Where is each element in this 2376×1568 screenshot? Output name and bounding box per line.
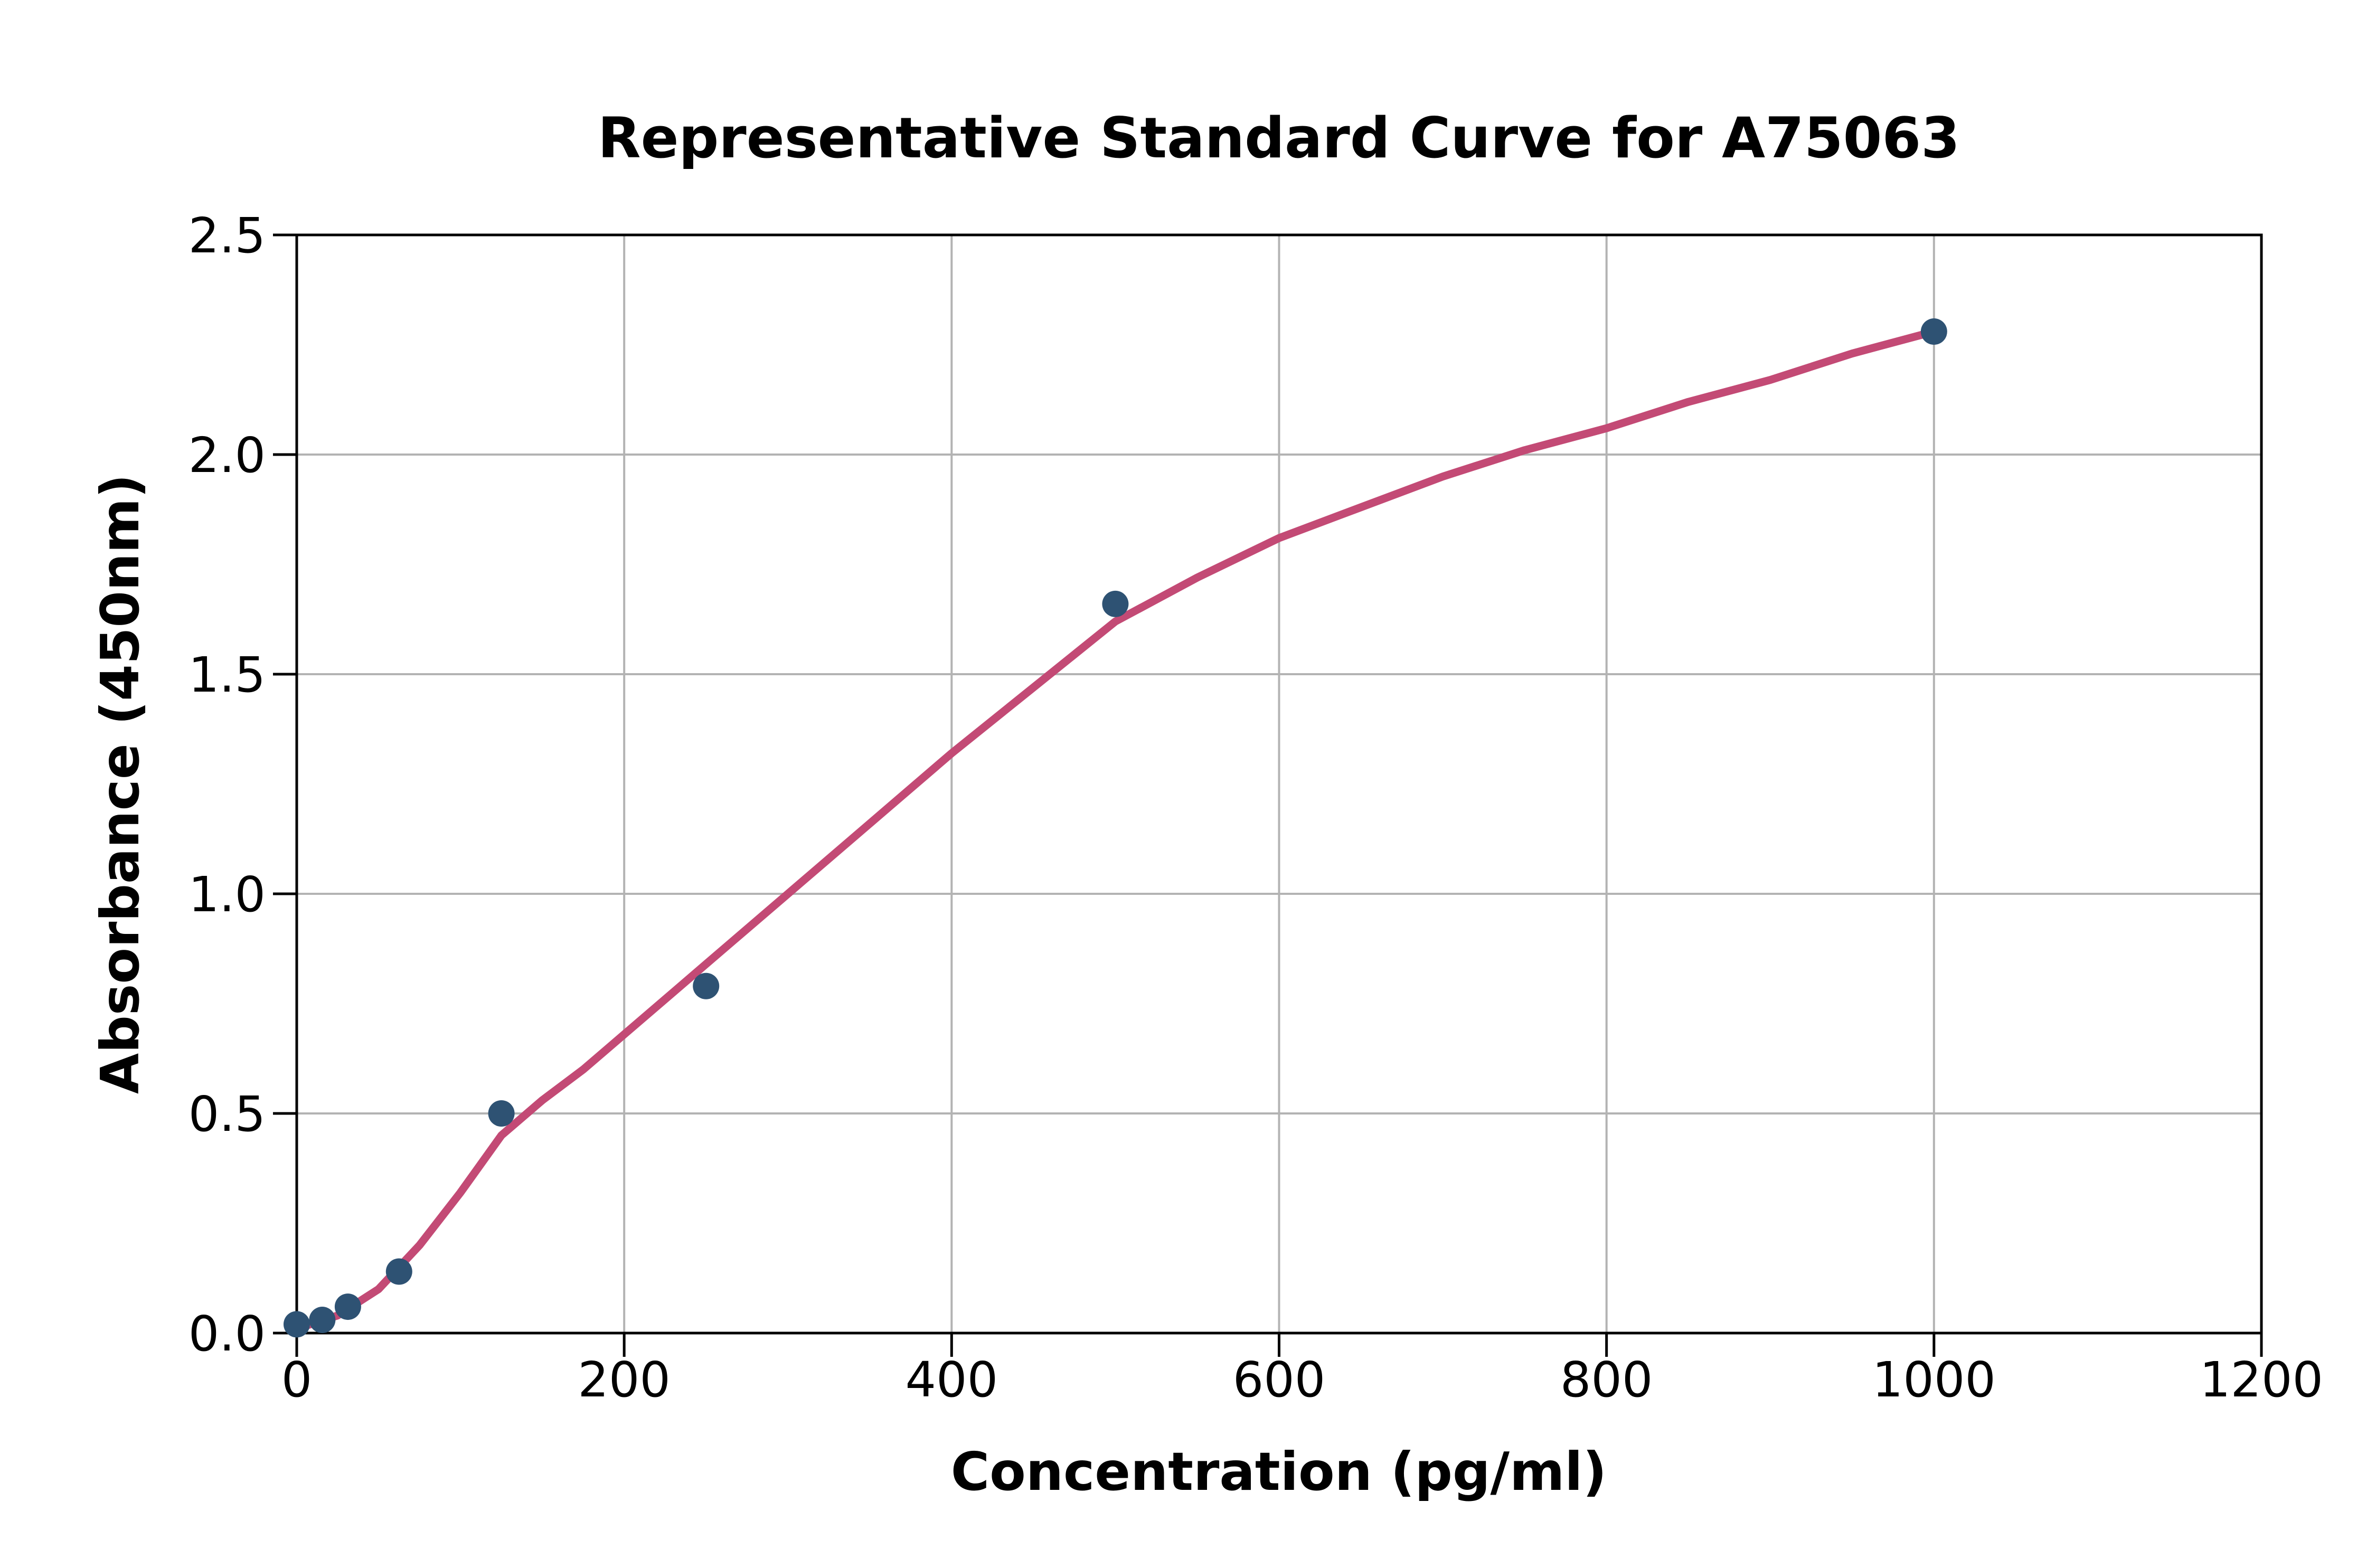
data-point bbox=[1102, 590, 1129, 617]
data-point bbox=[693, 972, 720, 999]
x-tick-label: 0 bbox=[281, 1352, 313, 1408]
y-tick-label: 2.0 bbox=[188, 427, 266, 484]
y-tick-label: 0.0 bbox=[188, 1306, 266, 1362]
x-tick-label: 800 bbox=[1560, 1352, 1653, 1408]
x-tick-label: 1000 bbox=[1872, 1352, 1996, 1408]
y-axis-ticks bbox=[273, 233, 297, 1335]
data-point bbox=[309, 1307, 336, 1334]
data-point bbox=[334, 1293, 361, 1320]
chart-title: Representative Standard Curve for A75063 bbox=[598, 106, 1960, 171]
fit-curve-line bbox=[293, 327, 1938, 1333]
x-tick-label: 1200 bbox=[2200, 1352, 2323, 1408]
y-tick-label: 0.5 bbox=[188, 1086, 266, 1142]
x-axis-ticks bbox=[295, 1333, 2263, 1357]
gridlines bbox=[297, 235, 2261, 1333]
x-tick-label: 200 bbox=[578, 1352, 671, 1408]
data-point bbox=[488, 1100, 515, 1127]
x-axis-tick-labels: 0 200 400 600 800 1000 1200 bbox=[281, 1352, 2323, 1408]
data-point bbox=[385, 1258, 412, 1285]
x-tick-label: 400 bbox=[906, 1352, 998, 1408]
x-axis-label: Concentration (pg/ml) bbox=[951, 1441, 1607, 1503]
y-axis-label: Absorbance (450nm) bbox=[89, 474, 151, 1094]
y-tick-label: 2.5 bbox=[188, 207, 266, 264]
x-tick-label: 600 bbox=[1233, 1352, 1326, 1408]
y-axis-tick-labels: 0.0 0.5 1.0 1.5 2.0 2.5 bbox=[188, 207, 266, 1362]
y-tick-label: 1.0 bbox=[188, 866, 266, 923]
data-points bbox=[284, 318, 1947, 1338]
data-point bbox=[284, 1311, 310, 1338]
data-point bbox=[1920, 318, 1947, 345]
y-tick-label: 1.5 bbox=[188, 647, 266, 703]
